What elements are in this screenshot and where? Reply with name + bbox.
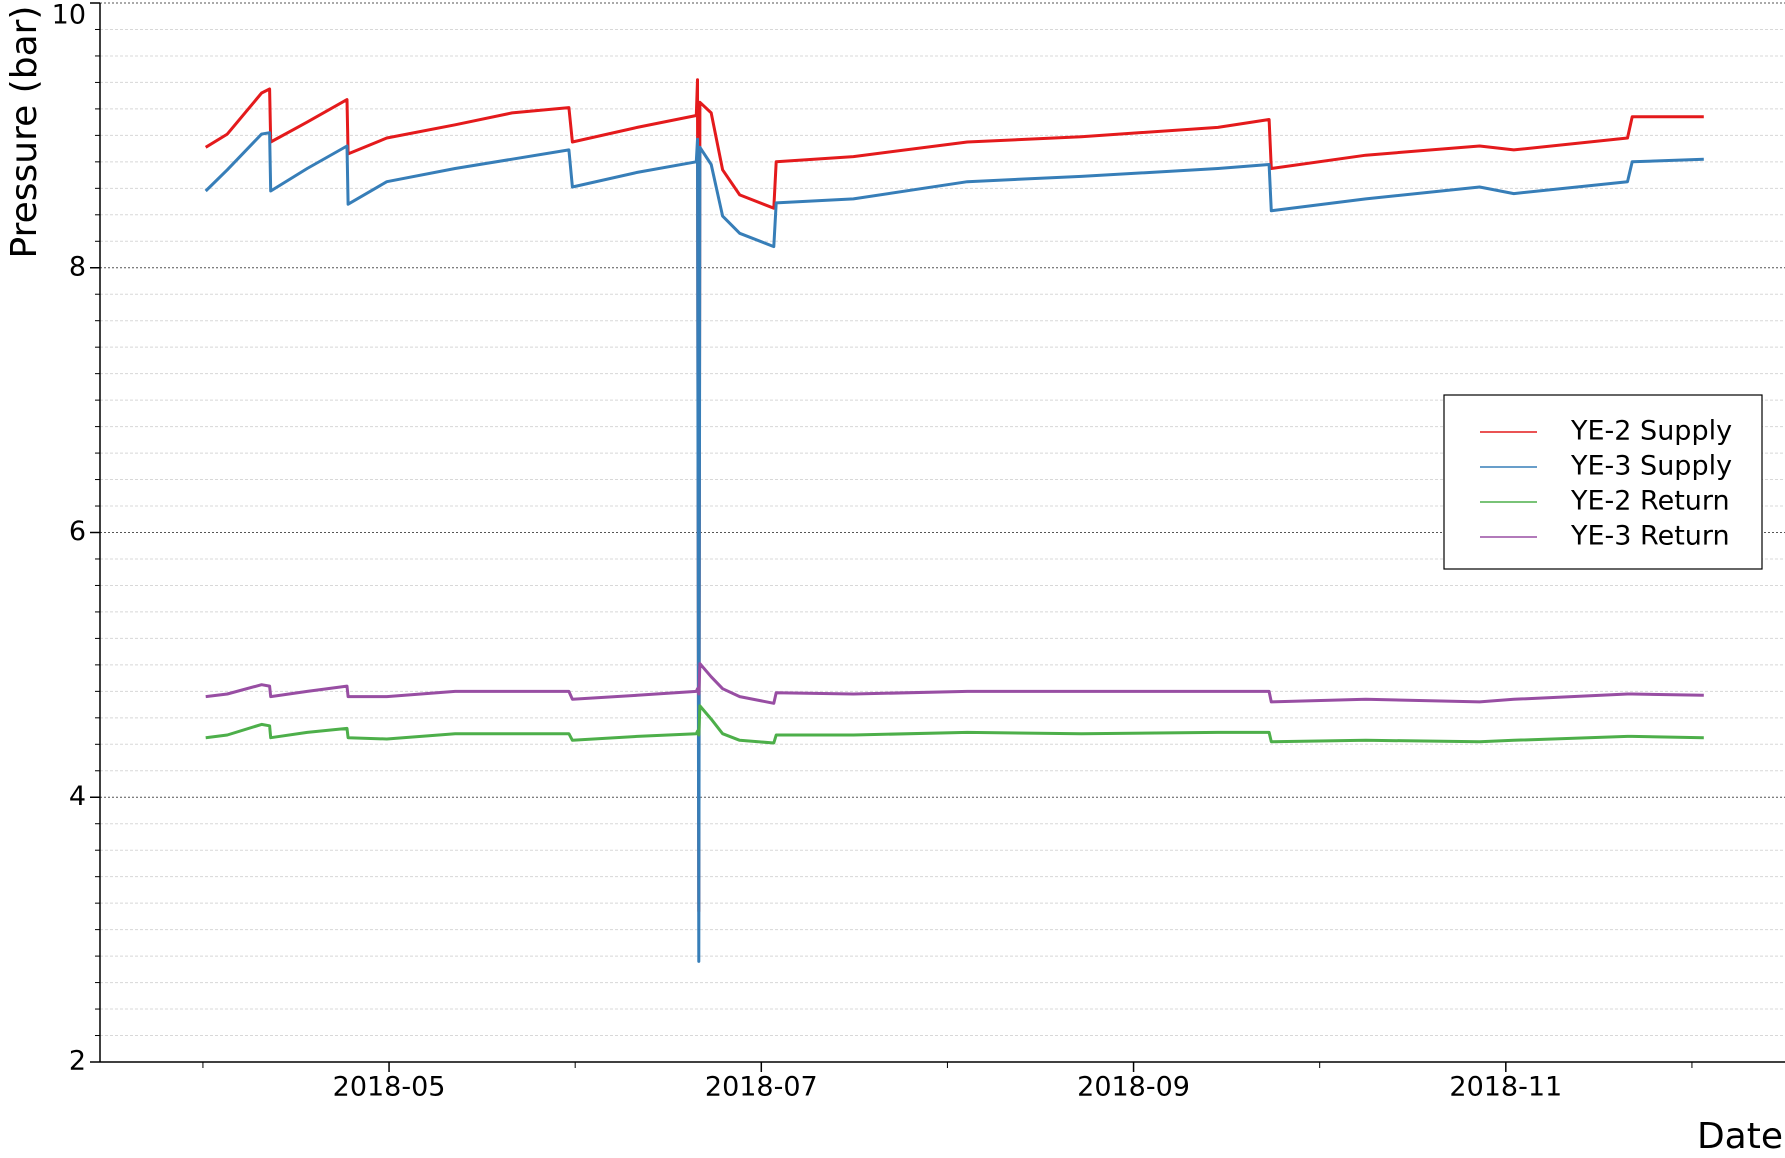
x-tick-label: 2018-11	[1449, 1072, 1562, 1103]
x-tick-label: 2018-09	[1077, 1072, 1190, 1103]
series-line	[204, 131, 1704, 963]
series-line	[205, 704, 1704, 745]
y-tick-label: 6	[69, 516, 86, 547]
y-tick-label: 10	[52, 0, 86, 31]
y-tick-label: 2	[69, 1046, 86, 1077]
y-axis-label: Pressure (bar)	[4, 6, 45, 259]
series-line	[205, 662, 1704, 705]
legend-label: YE-3 Supply	[1570, 451, 1732, 482]
legend-label: YE-2 Return	[1570, 486, 1730, 517]
series-line	[204, 78, 1704, 913]
legend-box	[1443, 394, 1763, 570]
x-axis-label: Date	[1697, 1116, 1783, 1157]
x-tick-label: 2018-05	[333, 1072, 446, 1103]
legend-label: YE-3 Return	[1570, 521, 1730, 552]
y-tick-label: 8	[69, 251, 86, 282]
x-tick-label: 2018-07	[705, 1072, 818, 1103]
legend-label: YE-2 Supply	[1570, 416, 1732, 447]
y-tick-label: 4	[69, 781, 86, 812]
